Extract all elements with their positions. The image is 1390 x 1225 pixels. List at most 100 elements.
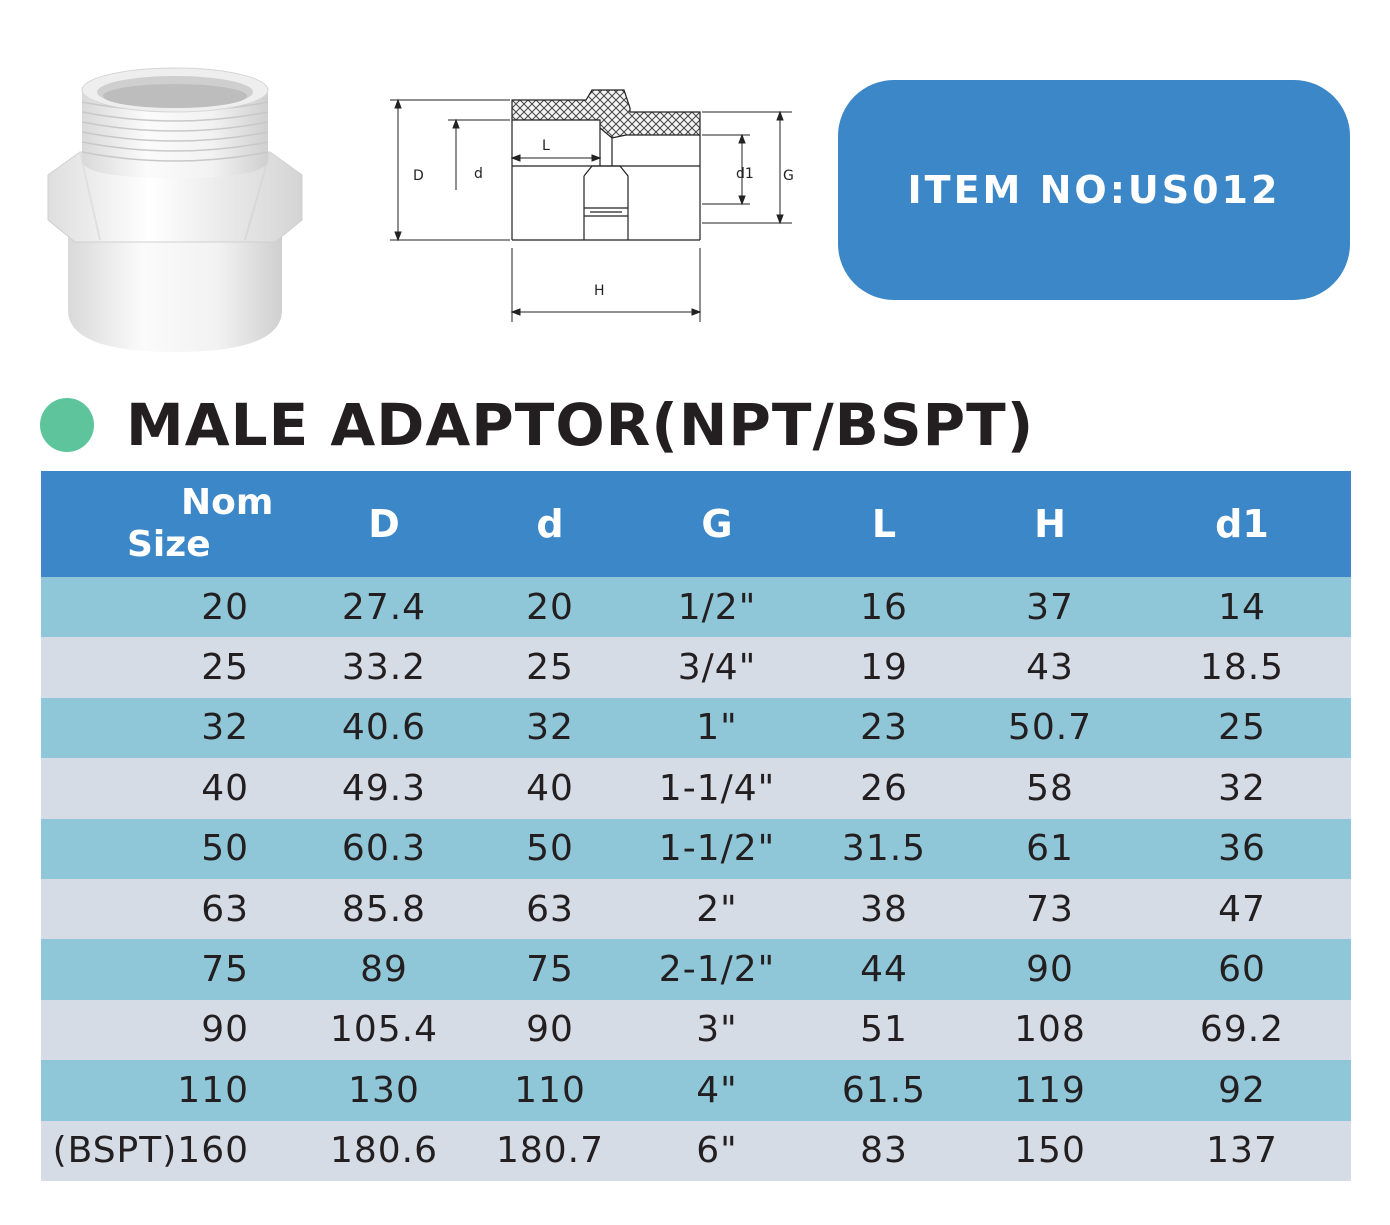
cell-l: 31.5 bbox=[801, 818, 967, 879]
item-number-text: ITEM NO:US012 bbox=[907, 168, 1281, 212]
cell-d: 110 bbox=[467, 1060, 633, 1121]
cell-nom: (BSPT)160 bbox=[41, 1120, 301, 1181]
cell-d: 40.6 bbox=[301, 697, 467, 759]
table-row: 75 89 75 2-1/2" 44 90 60 bbox=[41, 939, 1351, 1000]
page-title: MALE ADAPTOR(NPT/BSPT) bbox=[126, 391, 1035, 459]
table-row: 50 60.3 50 1-1/2" 31.5 61 36 bbox=[41, 818, 1351, 879]
dim-label-H: H bbox=[594, 283, 605, 299]
header-nom-size: Nom Size bbox=[41, 471, 301, 577]
dim-label-G: G bbox=[783, 168, 794, 184]
header-D: D bbox=[301, 471, 467, 577]
cell-d: 180.6 bbox=[301, 1120, 467, 1181]
cell-d: 75 bbox=[467, 939, 633, 1000]
cell-d: 105.4 bbox=[301, 999, 467, 1061]
cell-d1: 32 bbox=[1133, 758, 1351, 819]
cell-nom: 32 bbox=[41, 697, 301, 759]
dim-label-d1: d1 bbox=[736, 166, 754, 182]
cell-nom: 40 bbox=[41, 758, 301, 819]
cell-d: 49.3 bbox=[301, 758, 467, 819]
table-row: 32 40.6 32 1" 23 50.7 25 bbox=[41, 697, 1351, 759]
cell-g: 2-1/2" bbox=[633, 939, 801, 1000]
cell-nom: 75 bbox=[41, 939, 301, 1000]
cell-d1: 92 bbox=[1133, 1060, 1351, 1121]
dim-label-d: d bbox=[474, 166, 483, 182]
table-row: 20 27.4 20 1/2" 16 37 14 bbox=[41, 577, 1351, 638]
table-body: 20 27.4 20 1/2" 16 37 14 25 33.2 25 3/4" 19 43 18.5 32… bbox=[41, 577, 1351, 1181]
dim-label-L: L bbox=[542, 138, 550, 154]
cell-l: 44 bbox=[801, 939, 967, 1000]
dim-label-D: D bbox=[413, 168, 424, 184]
cell-g: 4" bbox=[633, 1060, 801, 1121]
cell-g: 1-1/4" bbox=[633, 758, 801, 819]
cell-g: 1/2" bbox=[633, 577, 801, 638]
technical-drawing: D d L d1 G H bbox=[390, 89, 794, 322]
header-d: d bbox=[467, 471, 633, 577]
table-row: (BSPT)160 180.6 180.7 6" 83 150 137 bbox=[41, 1120, 1351, 1181]
cell-h: 37 bbox=[967, 577, 1133, 638]
section-title: MALE ADAPTOR(NPT/BSPT) bbox=[40, 385, 1034, 465]
cell-g: 3" bbox=[633, 999, 801, 1061]
cell-d: 27.4 bbox=[301, 577, 467, 638]
cell-l: 61.5 bbox=[801, 1060, 967, 1121]
cell-nom: 50 bbox=[41, 818, 301, 879]
cell-h: 73 bbox=[967, 878, 1133, 940]
cell-h: 58 bbox=[967, 758, 1133, 819]
cell-h: 43 bbox=[967, 637, 1133, 698]
header-G: G bbox=[633, 471, 801, 577]
cell-nom: 25 bbox=[41, 637, 301, 698]
cell-g: 3/4" bbox=[633, 637, 801, 698]
cell-nom: 63 bbox=[41, 878, 301, 940]
table-header-row: Nom Size D d G L H d1 bbox=[41, 471, 1351, 577]
cell-nom: 90 bbox=[41, 999, 301, 1061]
cell-d: 130 bbox=[301, 1060, 467, 1121]
cell-l: 83 bbox=[801, 1120, 967, 1181]
cell-d1: 47 bbox=[1133, 878, 1351, 940]
cell-d1: 18.5 bbox=[1133, 637, 1351, 698]
cell-d: 33.2 bbox=[301, 637, 467, 698]
cell-d1: 137 bbox=[1133, 1120, 1351, 1181]
cell-d: 63 bbox=[467, 878, 633, 940]
cell-l: 23 bbox=[801, 697, 967, 759]
cell-d: 50 bbox=[467, 818, 633, 879]
cell-h: 50.7 bbox=[967, 697, 1133, 759]
cell-l: 19 bbox=[801, 637, 967, 698]
header-nom-line2: Size bbox=[127, 524, 211, 565]
cell-d1: 60 bbox=[1133, 939, 1351, 1000]
product-photo bbox=[47, 67, 303, 352]
cell-d: 180.7 bbox=[467, 1120, 633, 1181]
cell-l: 38 bbox=[801, 878, 967, 940]
cell-d: 20 bbox=[467, 577, 633, 638]
cell-h: 108 bbox=[967, 999, 1133, 1061]
cell-d: 25 bbox=[467, 637, 633, 698]
cell-d: 32 bbox=[467, 697, 633, 759]
cell-d: 89 bbox=[301, 939, 467, 1000]
cell-d: 85.8 bbox=[301, 878, 467, 940]
header-H: H bbox=[967, 471, 1133, 577]
cell-h: 119 bbox=[967, 1060, 1133, 1121]
item-number-badge: ITEM NO:US012 bbox=[838, 80, 1350, 300]
cell-d: 90 bbox=[467, 999, 633, 1061]
cell-d1: 69.2 bbox=[1133, 999, 1351, 1061]
cell-l: 16 bbox=[801, 577, 967, 638]
cell-g: 2" bbox=[633, 878, 801, 940]
header-d1: d1 bbox=[1133, 471, 1351, 577]
cell-g: 1" bbox=[633, 697, 801, 759]
header-nom-line1: Nom bbox=[181, 482, 274, 523]
cell-d1: 14 bbox=[1133, 577, 1351, 638]
title-bullet-dot bbox=[40, 398, 94, 452]
header-L: L bbox=[801, 471, 967, 577]
spec-table: Nom Size D d G L H d1 20 27.4 20 1/2" 16 37 14… bbox=[41, 471, 1351, 1181]
cell-g: 1-1/2" bbox=[633, 818, 801, 879]
cell-nom: 20 bbox=[41, 577, 301, 638]
cell-h: 150 bbox=[967, 1120, 1133, 1181]
cell-d1: 36 bbox=[1133, 818, 1351, 879]
cell-d: 60.3 bbox=[301, 818, 467, 879]
table-row: 90 105.4 90 3" 51 108 69.2 bbox=[41, 999, 1351, 1061]
table-row: 63 85.8 63 2" 38 73 47 bbox=[41, 878, 1351, 940]
cell-nom: 110 bbox=[41, 1060, 301, 1121]
table-row: 110 130 110 4" 61.5 119 92 bbox=[41, 1060, 1351, 1121]
table-row: 25 33.2 25 3/4" 19 43 18.5 bbox=[41, 637, 1351, 698]
cell-g: 6" bbox=[633, 1120, 801, 1181]
cell-l: 26 bbox=[801, 758, 967, 819]
cell-h: 61 bbox=[967, 818, 1133, 879]
